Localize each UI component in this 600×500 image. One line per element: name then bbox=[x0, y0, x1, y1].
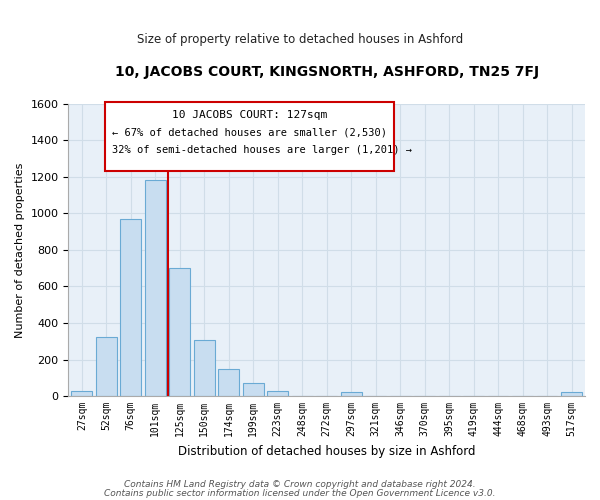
Bar bbox=[243, 384, 263, 396]
Text: Size of property relative to detached houses in Ashford: Size of property relative to detached ho… bbox=[137, 32, 463, 46]
Bar bbox=[268, 392, 288, 396]
Bar bbox=[71, 390, 92, 396]
Bar bbox=[194, 340, 215, 396]
Text: 32% of semi-detached houses are larger (1,201) →: 32% of semi-detached houses are larger (… bbox=[112, 144, 412, 154]
Bar bbox=[341, 392, 362, 396]
X-axis label: Distribution of detached houses by size in Ashford: Distribution of detached houses by size … bbox=[178, 444, 475, 458]
Text: Contains HM Land Registry data © Crown copyright and database right 2024.: Contains HM Land Registry data © Crown c… bbox=[124, 480, 476, 489]
Text: ← 67% of detached houses are smaller (2,530): ← 67% of detached houses are smaller (2,… bbox=[112, 127, 388, 137]
Text: 10 JACOBS COURT: 127sqm: 10 JACOBS COURT: 127sqm bbox=[172, 110, 327, 120]
Bar bbox=[145, 180, 166, 396]
Bar bbox=[561, 392, 582, 396]
Title: 10, JACOBS COURT, KINGSNORTH, ASHFORD, TN25 7FJ: 10, JACOBS COURT, KINGSNORTH, ASHFORD, T… bbox=[115, 65, 539, 79]
Bar bbox=[96, 336, 117, 396]
Bar bbox=[121, 219, 141, 396]
Bar bbox=[218, 368, 239, 396]
FancyBboxPatch shape bbox=[104, 102, 394, 171]
Text: Contains public sector information licensed under the Open Government Licence v3: Contains public sector information licen… bbox=[104, 489, 496, 498]
Y-axis label: Number of detached properties: Number of detached properties bbox=[15, 162, 25, 338]
Bar bbox=[169, 268, 190, 396]
